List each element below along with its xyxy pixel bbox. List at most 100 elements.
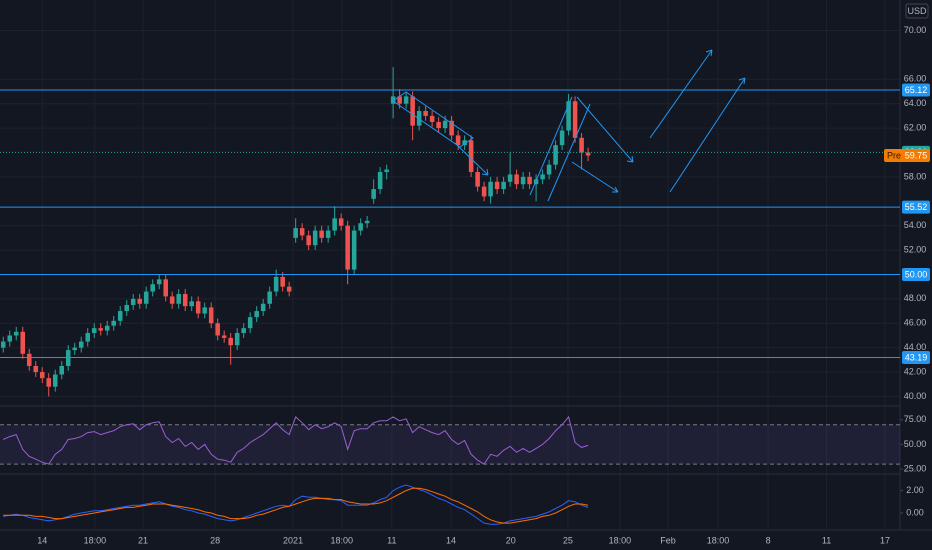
last-price-box: [884, 149, 930, 163]
candle-body: [7, 335, 13, 342]
y-tick-label: 2.00: [906, 485, 924, 495]
candle-body: [72, 347, 78, 351]
candle-body: [260, 303, 266, 312]
y-tick-label: 42.00: [904, 366, 927, 376]
candle-body: [39, 372, 45, 379]
candle-body: [345, 225, 350, 270]
y-tick-label: 25.00: [904, 463, 927, 473]
candle-body: [0, 341, 6, 348]
candle-body: [176, 293, 181, 304]
drawings: [392, 49, 746, 202]
candle-body: [377, 172, 383, 190]
y-tick-label: 62.00: [904, 122, 927, 132]
candle-body: [46, 378, 52, 387]
candle-body: [507, 174, 513, 182]
candle-body: [312, 230, 318, 246]
level-label-box: [902, 200, 930, 214]
candle-body: [540, 174, 545, 180]
grid: [0, 0, 903, 530]
candle-body: [436, 121, 441, 129]
candle-body: [559, 130, 565, 146]
candle-body: [280, 276, 285, 287]
last-price-tag: Pre: [887, 150, 901, 160]
y-tick-label: 70.00: [904, 25, 927, 35]
candle-body: [397, 96, 402, 104]
y-tick-label: 48.00: [904, 293, 927, 303]
level-label-box: [902, 267, 930, 281]
candle-body: [410, 96, 415, 126]
arrow: [649, 49, 713, 139]
labels: USD 14 18:00 21 28 2021 18:00 11 14 20 25 18:00 Feb…: [37, 3, 930, 545]
candle-body: [384, 169, 389, 173]
candle-body: [234, 333, 240, 346]
candle-body: [117, 311, 123, 321]
indicator-line: [3, 484, 589, 525]
x-tick-label: 18:00: [609, 535, 632, 545]
candle-body: [299, 228, 305, 236]
y-tick-label: 54.00: [904, 220, 927, 230]
candle-body: [416, 111, 422, 126]
candle-body: [306, 235, 311, 246]
candle-body: [514, 174, 519, 185]
level-label: 65.12: [905, 85, 928, 95]
arrow: [571, 161, 619, 193]
candle-body: [189, 301, 194, 307]
y-tick-label: 50.00: [904, 439, 927, 449]
candle-body: [572, 101, 578, 138]
candle-body: [286, 286, 292, 292]
y-tick-label: 58.00: [904, 171, 927, 181]
candle-body: [247, 317, 253, 329]
candle-body: [338, 218, 344, 226]
arrow: [669, 77, 746, 193]
x-tick-label: 18:00: [707, 535, 730, 545]
candle-body: [429, 115, 435, 122]
candle-body: [228, 337, 233, 346]
candle-body: [13, 331, 19, 336]
candle-body: [241, 328, 246, 334]
candle-body: [202, 307, 207, 314]
candle-body: [442, 120, 448, 129]
currency: USD: [907, 6, 927, 16]
candle-body: [273, 276, 279, 292]
candle-body: [104, 325, 110, 331]
candle-body: [468, 140, 474, 173]
candle-body: [358, 223, 363, 231]
x-tick-label: 2021: [283, 535, 303, 545]
candle-body: [520, 176, 526, 185]
candle-body: [195, 301, 201, 314]
candle-body: [390, 96, 396, 104]
candle-body: [182, 293, 188, 307]
level-label: 50.00: [905, 269, 928, 279]
x-tick-label: 18:00: [331, 535, 354, 545]
candle-body: [78, 341, 84, 348]
y-tick-label: 0.00: [906, 507, 924, 517]
candle-body: [26, 353, 32, 366]
candle-body: [208, 307, 214, 324]
candle-body: [156, 279, 162, 285]
marks: [0, 67, 900, 525]
arrow: [454, 142, 489, 176]
x-tick-label: 21: [138, 535, 148, 545]
candle-body: [481, 186, 487, 197]
candle-body: [488, 181, 493, 197]
candle-body: [423, 111, 428, 116]
candle-body: [585, 152, 591, 156]
candle-body: [221, 335, 227, 338]
x-tick-label: Feb: [660, 535, 676, 545]
y-tick-label: 44.00: [904, 342, 927, 352]
x-tick-label: 20: [506, 535, 516, 545]
candle-body: [137, 298, 142, 304]
y-tick-label: 46.00: [904, 318, 927, 328]
candle-body: [254, 311, 259, 318]
y-tick-label: 40.00: [904, 391, 927, 401]
indicator-line: [2, 415, 589, 465]
candle-body: [111, 320, 116, 326]
level-label: 43.19: [905, 352, 928, 362]
candle-body: [150, 284, 155, 292]
candle-body: [52, 374, 58, 387]
y-tick-label: 64.00: [904, 98, 927, 108]
x-tick-label: 8: [766, 535, 771, 545]
level-label: 55.52: [905, 202, 928, 212]
y-tick-label: 66.00: [904, 74, 927, 84]
